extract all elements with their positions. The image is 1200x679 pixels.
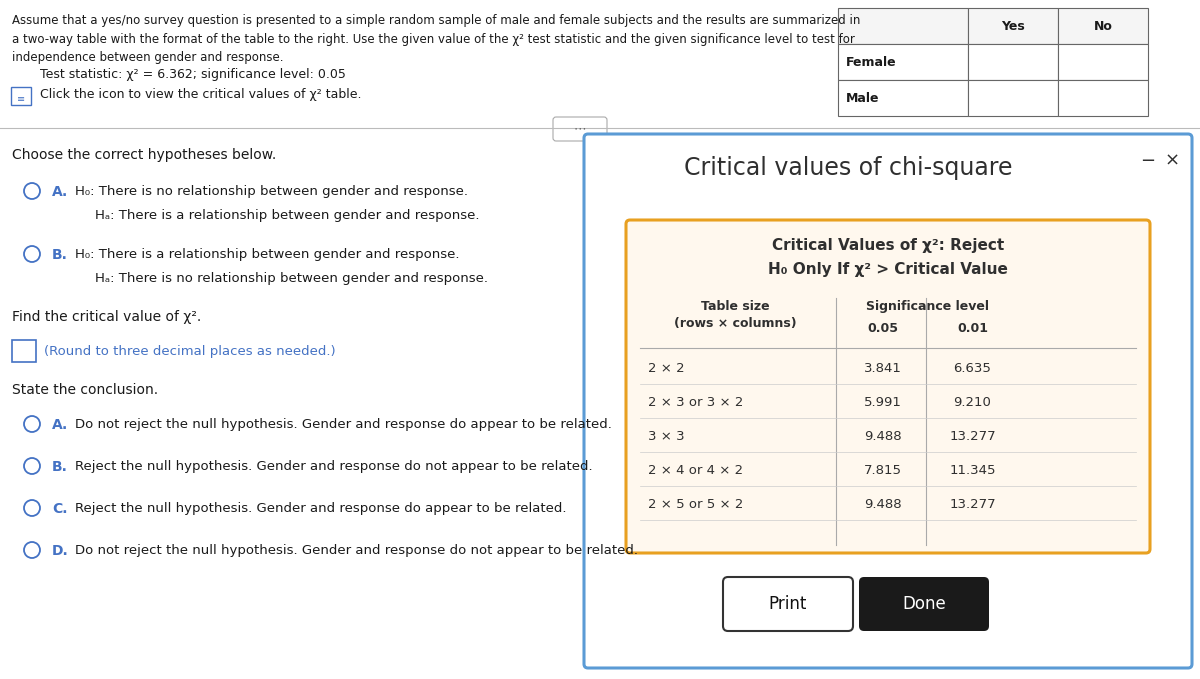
Text: 3 × 3: 3 × 3 <box>648 430 685 443</box>
Text: Reject the null hypothesis. Gender and response do not appear to be related.: Reject the null hypothesis. Gender and r… <box>74 460 593 473</box>
Text: 2 × 2: 2 × 2 <box>648 361 685 375</box>
Text: H₀ Only If χ² > Critical Value: H₀ Only If χ² > Critical Value <box>768 262 1008 277</box>
Text: 5.991: 5.991 <box>864 395 901 409</box>
Bar <box>968 44 1058 80</box>
Bar <box>640 352 1136 384</box>
Text: Test statistic: χ² = 6.362; significance level: 0.05: Test statistic: χ² = 6.362; significance… <box>40 68 346 81</box>
Text: 3.841: 3.841 <box>864 361 901 375</box>
Text: Print: Print <box>769 595 808 613</box>
Bar <box>640 420 1136 452</box>
Bar <box>1058 44 1148 80</box>
Text: 0.01: 0.01 <box>958 322 988 335</box>
Text: D.: D. <box>52 544 68 558</box>
Text: Table size
(rows × columns): Table size (rows × columns) <box>673 300 797 330</box>
FancyBboxPatch shape <box>722 577 853 631</box>
Text: 6.635: 6.635 <box>954 361 991 375</box>
FancyBboxPatch shape <box>584 134 1192 668</box>
Bar <box>968 80 1058 116</box>
Text: Critical Values of χ²: Reject: Critical Values of χ²: Reject <box>772 238 1004 253</box>
Text: Female: Female <box>846 56 896 69</box>
Bar <box>12 340 36 362</box>
Text: Do not reject the null hypothesis. Gender and response do not appear to be relat: Do not reject the null hypothesis. Gende… <box>74 544 638 557</box>
Text: Male: Male <box>846 92 880 105</box>
Bar <box>640 488 1136 520</box>
Text: Hₐ: There is a relationship between gender and response.: Hₐ: There is a relationship between gend… <box>95 209 480 222</box>
Bar <box>640 454 1136 486</box>
Text: ×: × <box>1164 152 1180 170</box>
Text: 13.277: 13.277 <box>949 430 996 443</box>
Text: −: − <box>1140 152 1156 170</box>
Bar <box>640 386 1136 418</box>
Text: B.: B. <box>52 248 68 262</box>
Text: A.: A. <box>52 418 68 432</box>
FancyBboxPatch shape <box>11 87 31 105</box>
Text: 2 × 4 or 4 × 2: 2 × 4 or 4 × 2 <box>648 464 743 477</box>
Text: A.: A. <box>52 185 68 199</box>
Text: State the conclusion.: State the conclusion. <box>12 383 158 397</box>
Text: Click the icon to view the critical values of χ² table.: Click the icon to view the critical valu… <box>40 88 361 101</box>
Text: Yes: Yes <box>1001 20 1025 33</box>
Text: 9.488: 9.488 <box>864 430 901 443</box>
Bar <box>838 8 968 44</box>
Text: ≡: ≡ <box>17 94 25 104</box>
Text: Assume that a yes/no survey question is presented to a simple random sample of m: Assume that a yes/no survey question is … <box>12 14 860 64</box>
Text: Significance level: Significance level <box>866 300 989 313</box>
Text: 2 × 5 or 5 × 2: 2 × 5 or 5 × 2 <box>648 498 743 511</box>
Text: 7.815: 7.815 <box>864 464 901 477</box>
Text: 0.05: 0.05 <box>866 322 898 335</box>
FancyBboxPatch shape <box>626 220 1150 553</box>
Text: B.: B. <box>52 460 68 474</box>
Text: (Round to three decimal places as needed.): (Round to three decimal places as needed… <box>44 344 336 358</box>
Text: Do not reject the null hypothesis. Gender and response do appear to be related.: Do not reject the null hypothesis. Gende… <box>74 418 612 431</box>
Text: ⋯: ⋯ <box>574 122 587 136</box>
Text: No: No <box>1093 20 1112 33</box>
Text: Hₐ: There is no relationship between gender and response.: Hₐ: There is no relationship between gen… <box>95 272 488 285</box>
Text: H₀: There is no relationship between gender and response.: H₀: There is no relationship between gen… <box>74 185 468 198</box>
Text: 9.210: 9.210 <box>954 395 991 409</box>
Text: 11.345: 11.345 <box>949 464 996 477</box>
Text: Done: Done <box>902 595 946 613</box>
Text: Critical values of chi-square: Critical values of chi-square <box>684 156 1013 180</box>
Bar <box>838 44 968 80</box>
Bar <box>1058 80 1148 116</box>
Text: Find the critical value of χ².: Find the critical value of χ². <box>12 310 202 324</box>
Text: C.: C. <box>52 502 67 516</box>
Text: 9.488: 9.488 <box>864 498 901 511</box>
FancyBboxPatch shape <box>859 577 989 631</box>
Bar <box>968 8 1058 44</box>
Text: 13.277: 13.277 <box>949 498 996 511</box>
Text: Choose the correct hypotheses below.: Choose the correct hypotheses below. <box>12 148 276 162</box>
Text: H₀: There is a relationship between gender and response.: H₀: There is a relationship between gend… <box>74 248 460 261</box>
FancyBboxPatch shape <box>553 117 607 141</box>
Text: 2 × 3 or 3 × 2: 2 × 3 or 3 × 2 <box>648 395 743 409</box>
Text: Reject the null hypothesis. Gender and response do appear to be related.: Reject the null hypothesis. Gender and r… <box>74 502 566 515</box>
Bar <box>1058 8 1148 44</box>
Bar <box>838 80 968 116</box>
